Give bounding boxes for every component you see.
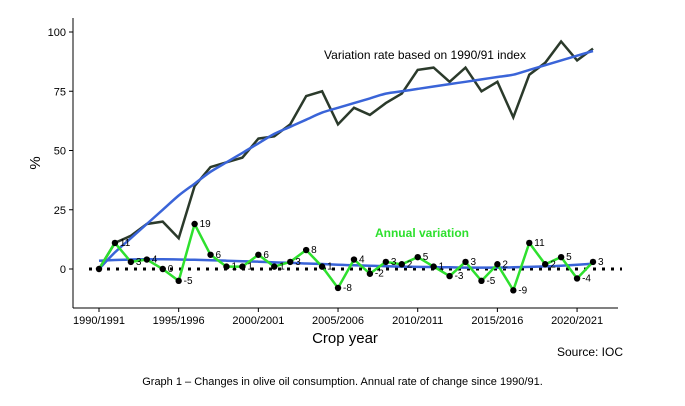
- annual-series-line: [97, 220, 594, 294]
- source-note: Source: IOC: [556, 345, 623, 359]
- annual-point-label: 3: [598, 257, 604, 268]
- annual-point: [446, 272, 453, 280]
- x-tick-label: 2015/2016: [471, 315, 523, 327]
- annual-point: [510, 287, 517, 294]
- x-tick-label: 1995/1996: [153, 315, 205, 327]
- annual-point-label: 0: [168, 264, 174, 275]
- annual-point-label: -5: [486, 276, 495, 287]
- annual-point: [95, 265, 103, 273]
- annual-point-label: 1: [247, 262, 253, 273]
- annual-point: [462, 258, 469, 266]
- annual-point-label: 3: [471, 257, 477, 268]
- y-tick-label: 100: [48, 27, 66, 39]
- annual-point: [223, 263, 230, 270]
- annual-point: [366, 270, 374, 277]
- annual-point: [382, 258, 390, 266]
- annual-point-label: 3: [295, 257, 301, 268]
- annual-point: [271, 263, 278, 270]
- index-series-label: Variation rate based on 1990/91 index: [324, 48, 526, 62]
- annual-point: [287, 258, 294, 266]
- annual-point: [573, 275, 581, 282]
- annual-trend-line: [98, 257, 594, 269]
- annual-point: [478, 277, 485, 285]
- y-axis-title: %: [27, 156, 44, 169]
- annual-series-label: Annual variation: [375, 226, 469, 240]
- annual-point-label: -8: [343, 283, 352, 294]
- annual-point-label: 11: [120, 238, 131, 249]
- x-axis-title: Crop year: [312, 330, 378, 347]
- y-tick-label: 25: [54, 205, 66, 217]
- annual-point-label: 3: [391, 257, 397, 268]
- y-tick-label: 75: [54, 86, 66, 98]
- annual-point-label: -5: [184, 276, 193, 287]
- annual-point: [318, 263, 326, 270]
- annual-point-label: 6: [216, 250, 222, 261]
- annual-point: [159, 265, 166, 273]
- annual-point-label: 2: [407, 259, 413, 270]
- annual-point-label: 2: [502, 259, 508, 270]
- annual-point: [494, 261, 501, 268]
- annual-point: [589, 258, 597, 266]
- annual-point-label: 1: [439, 262, 445, 273]
- annual-point: [302, 246, 310, 254]
- annual-point: [430, 263, 437, 270]
- x-tick-label: 1990/1991: [73, 315, 125, 327]
- annual-point: [350, 256, 358, 263]
- annual-point: [526, 239, 533, 247]
- x-tick-label: 2020/2021: [551, 315, 603, 327]
- annual-point: [239, 263, 246, 270]
- x-tick-label: 2005/2006: [312, 315, 364, 327]
- annual-point-label: 8: [311, 245, 317, 256]
- annual-point-label: 1: [231, 262, 237, 273]
- annual-point-label: 1: [279, 262, 285, 273]
- annual-point: [557, 253, 565, 261]
- annual-point: [175, 277, 182, 285]
- annual-point: [207, 251, 214, 258]
- chart-marks: [89, 39, 622, 294]
- annual-point: [541, 261, 549, 268]
- x-tick-label: 2010/2011: [392, 315, 443, 327]
- annual-point-label: 5: [566, 252, 572, 263]
- annual-point: [255, 251, 262, 258]
- y-tick-label: 50: [54, 146, 66, 158]
- annual-point-label: 4: [359, 255, 365, 266]
- annual-point-label: 3: [136, 257, 142, 268]
- annual-point-label: 1: [327, 262, 333, 273]
- annual-point-label: 11: [534, 238, 545, 249]
- figure-caption: Graph 1 – Changes in olive oil consumpti…: [142, 376, 543, 388]
- annual-point-label: 5: [423, 252, 429, 263]
- x-tick-label: 2000/2001: [232, 315, 284, 327]
- annual-point: [143, 256, 151, 263]
- index-series-line: [97, 39, 594, 270]
- index-trend-line: [98, 49, 594, 270]
- annual-point: [127, 258, 135, 266]
- annual-point: [414, 253, 421, 261]
- annual-point-label: 2: [550, 259, 556, 270]
- annual-point-label: 6: [263, 250, 269, 261]
- annual-point-label: 19: [200, 219, 212, 230]
- annual-point: [398, 261, 405, 268]
- annual-point-label: -4: [582, 273, 591, 284]
- annual-point: [111, 239, 119, 247]
- annual-point: [191, 220, 198, 228]
- annual-point: [334, 284, 342, 292]
- annual-point-label: -3: [455, 271, 464, 282]
- annual-point-label: -9: [518, 285, 527, 296]
- annual-point-label: 4: [152, 255, 158, 266]
- annual-point-label: -2: [375, 269, 384, 280]
- y-tick-label: 0: [60, 264, 66, 276]
